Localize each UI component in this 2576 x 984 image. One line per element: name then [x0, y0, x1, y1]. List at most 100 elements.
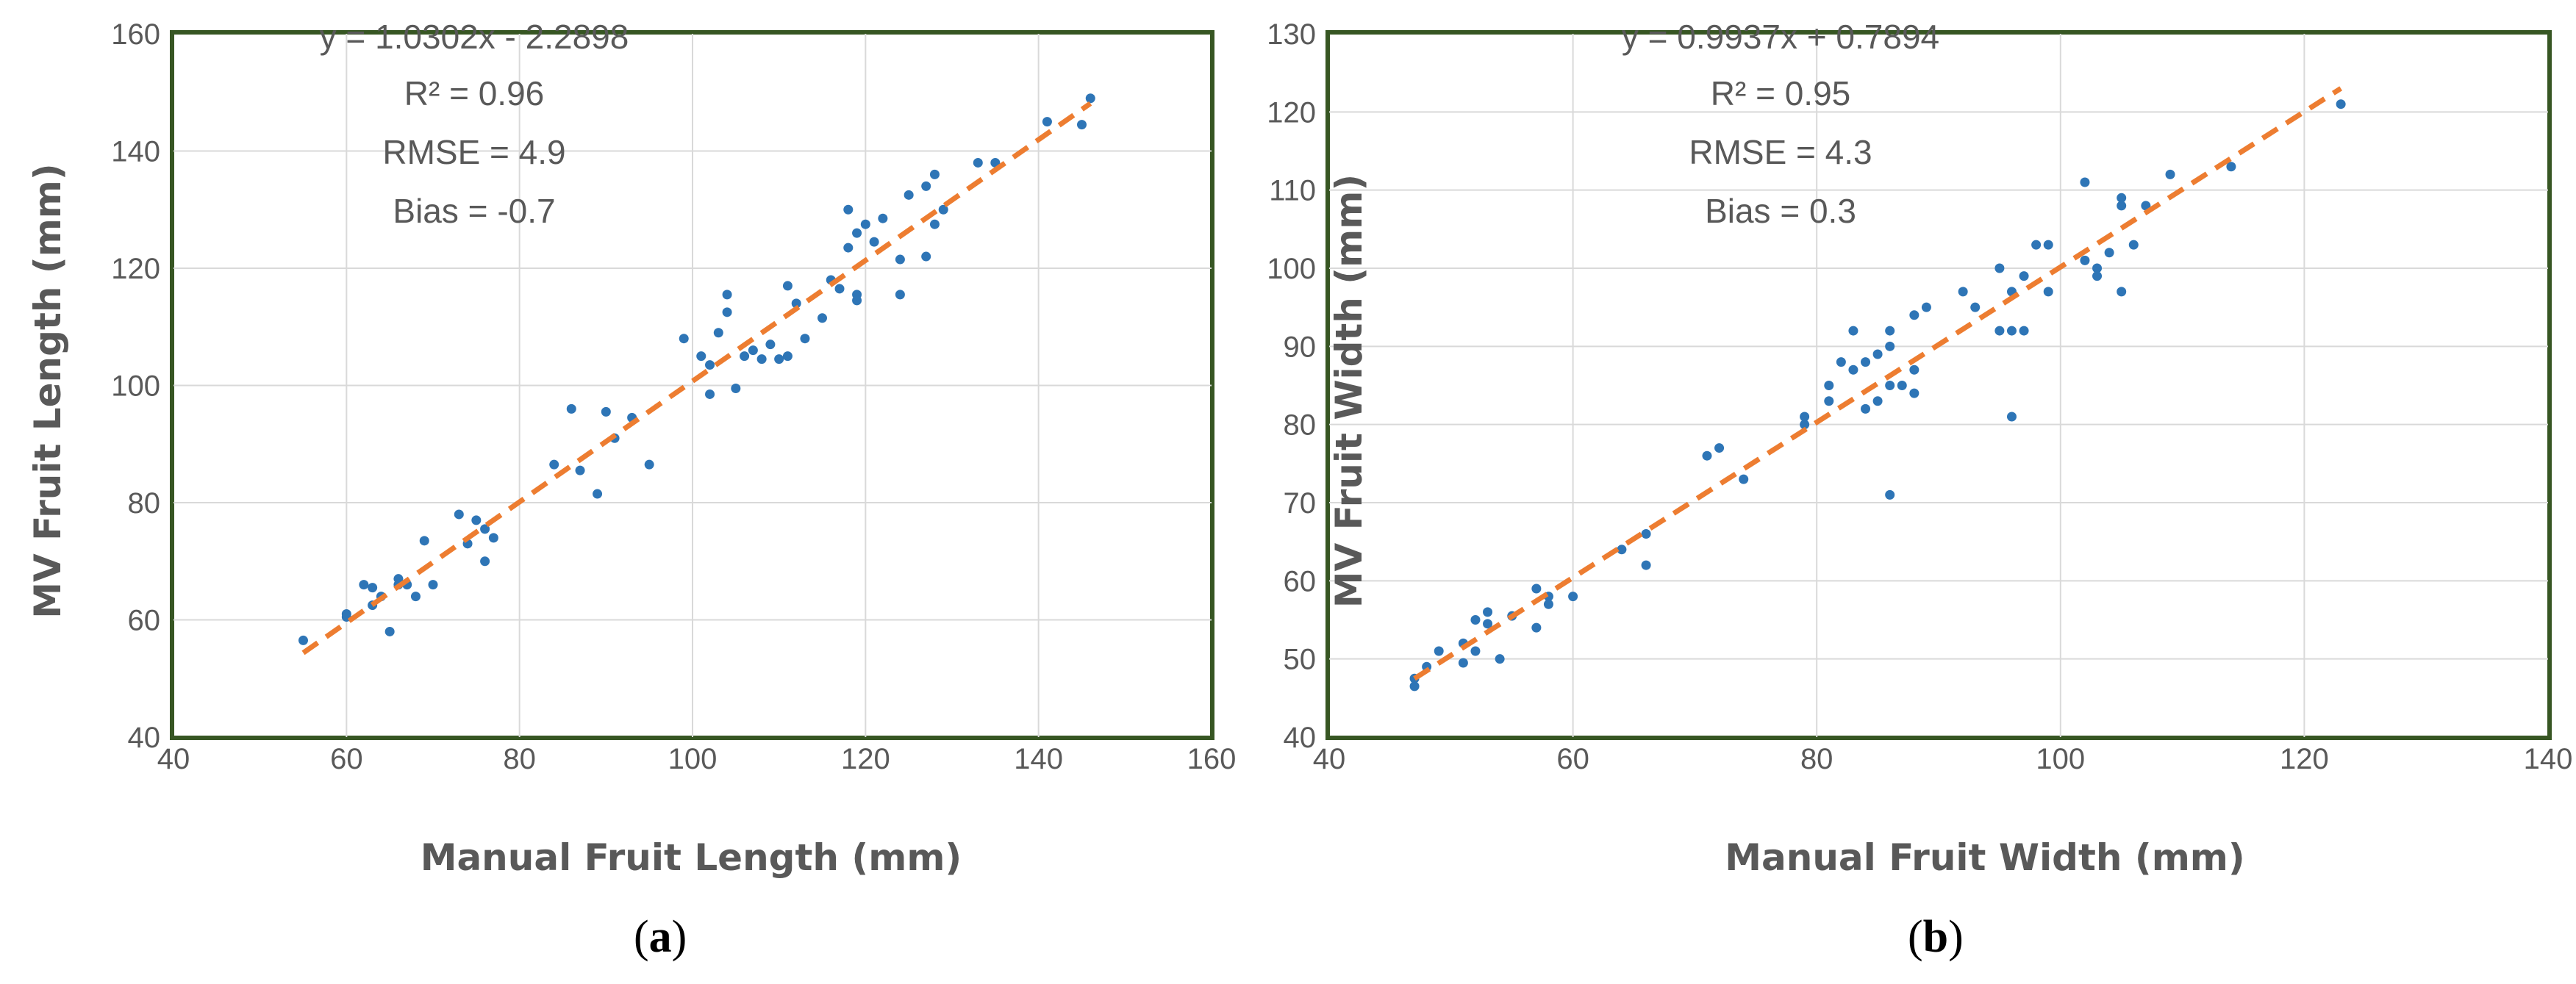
chart-panel-a: 40 60 80 100 120 140 160 40 60 80 100 120 140 160 y … — [26, 18, 1236, 962]
chart-b-x-tick-label: 40 — [1313, 743, 1346, 775]
chart-b-y-tick-label: 40 — [1284, 722, 1317, 754]
chart-a-point — [679, 334, 689, 344]
chart-b-point — [1568, 592, 1578, 602]
chart-b-point — [2117, 287, 2127, 297]
chart-b-point — [1885, 489, 1895, 500]
chart-a-point — [428, 580, 438, 590]
chart-a-point — [480, 556, 490, 567]
chart-b-point — [1994, 326, 2005, 336]
chart-a-y-tick-label: 40 — [128, 722, 161, 754]
chart-a-points — [298, 93, 1095, 645]
chart-a-point — [410, 592, 421, 602]
chart-b-y-tick-labels: 40 50 60 70 80 90 100 110 120 130 — [1267, 18, 1316, 754]
chart-a-point — [765, 340, 776, 350]
chart-b-point — [1800, 420, 1810, 430]
chart-a-point — [791, 298, 801, 309]
chart-a-point — [575, 465, 585, 475]
chart-b-point — [1470, 615, 1481, 625]
chart-a-y-tick-label: 120 — [111, 253, 160, 285]
chart-b-x-tick-label: 60 — [1556, 743, 1589, 775]
chart-b-point — [1921, 302, 1931, 312]
chart-a-point — [368, 583, 378, 593]
chart-b-r-squared: R² = 0.95 — [1711, 74, 1851, 112]
chart-b-point — [1543, 599, 1553, 609]
chart-b-point — [2080, 177, 2090, 187]
chart-a-point — [471, 515, 482, 525]
caption-b: (b) — [1908, 912, 1964, 962]
chart-b-y-tick-label: 80 — [1284, 409, 1317, 442]
chart-b-x-tick-label: 80 — [1800, 743, 1833, 775]
chart-a-point — [593, 489, 603, 499]
chart-b-point — [2128, 240, 2139, 250]
chart-b-point — [2092, 263, 2103, 273]
chart-a-point — [843, 243, 854, 253]
chart-b-point — [2336, 99, 2346, 109]
chart-a-y-axis-title: MV Fruit Length (mm) — [26, 163, 69, 618]
chart-a-point — [895, 254, 905, 265]
chart-a-x-tick-label: 60 — [330, 743, 363, 775]
chart-a-x-tick-labels: 40 60 80 100 120 140 160 — [157, 743, 1237, 775]
chart-b-trendline — [1413, 86, 2343, 681]
chart-b-point — [2006, 412, 2017, 422]
chart-a-point — [705, 360, 715, 370]
chart-b-x-axis-title: Manual Fruit Width (mm) — [1725, 836, 2245, 879]
chart-b-point — [1483, 619, 1493, 629]
chart-a-x-tick-label: 100 — [668, 743, 718, 775]
chart-b-point — [1958, 287, 1968, 297]
caption-a-letter: a — [649, 912, 672, 962]
caption-b-letter: b — [1923, 912, 1948, 962]
chart-b-point — [2043, 240, 2053, 250]
chart-b-point — [1836, 357, 1846, 367]
chart-a-point — [480, 524, 490, 534]
chart-b-y-tick-label: 110 — [1269, 175, 1316, 207]
chart-b-point — [1641, 560, 1651, 570]
chart-b-point — [2117, 201, 2127, 211]
chart-a-point — [869, 237, 879, 247]
chart-b-equation: y = 0.9937x + 0.7894 — [1622, 18, 1939, 56]
chart-b-point — [1897, 381, 1907, 390]
chart-a-x-tick-label: 160 — [1187, 743, 1237, 775]
chart-b-point — [2104, 248, 2114, 258]
chart-a-point — [774, 354, 784, 364]
chart-b-point — [1409, 681, 1420, 692]
chart-b-point — [1714, 443, 1725, 453]
chart-a-point — [834, 284, 845, 294]
chart-a-point — [384, 626, 395, 636]
chart-b-point — [2092, 271, 2103, 281]
chart-b-point — [1824, 381, 1834, 390]
chart-a-equation: y = 1.0302x - 2.2898 — [320, 18, 629, 56]
chart-b-y-tick-label: 130 — [1267, 18, 1316, 51]
chart-a-point — [549, 459, 559, 470]
chart-b-point — [1824, 396, 1834, 406]
chart-b-point — [1909, 364, 1920, 375]
chart-b-point — [2165, 169, 2175, 179]
chart-b-y-tick-label: 50 — [1284, 644, 1317, 676]
chart-a-point — [740, 351, 750, 362]
chart-a-point — [454, 509, 464, 520]
chart-b-points — [1409, 99, 2346, 692]
chart-b-bias: Bias = 0.3 — [1705, 192, 1856, 230]
chart-b-point — [2006, 326, 2017, 336]
chart-b-point — [2226, 162, 2236, 172]
chart-panel-b: 40 60 80 100 120 140 40 50 60 70 80 90 100 110 120 130… — [1267, 18, 2572, 962]
chart-a-point — [748, 345, 758, 356]
chart-a-point — [722, 307, 732, 317]
chart-a-point — [713, 328, 723, 338]
chart-a-point — [705, 389, 715, 399]
chart-b-point — [1861, 403, 1871, 414]
chart-b-point — [1909, 388, 1920, 398]
chart-b-point — [1617, 545, 1627, 555]
chart-b-point — [1641, 529, 1651, 539]
chart-b-gridlines — [1329, 34, 2548, 737]
chart-b-rmse: RMSE = 4.3 — [1689, 133, 1872, 171]
chart-a-x-tick-label: 40 — [157, 743, 190, 775]
chart-b-point — [1531, 583, 1542, 594]
chart-a-x-tick-label: 140 — [1014, 743, 1063, 775]
chart-a-x-tick-label: 80 — [503, 743, 536, 775]
chart-a-bias: Bias = -0.7 — [393, 192, 555, 230]
chart-b-point — [1495, 654, 1505, 664]
chart-a-point — [904, 190, 914, 200]
chart-b-point — [1483, 607, 1493, 617]
chart-b-point — [2117, 193, 2127, 203]
